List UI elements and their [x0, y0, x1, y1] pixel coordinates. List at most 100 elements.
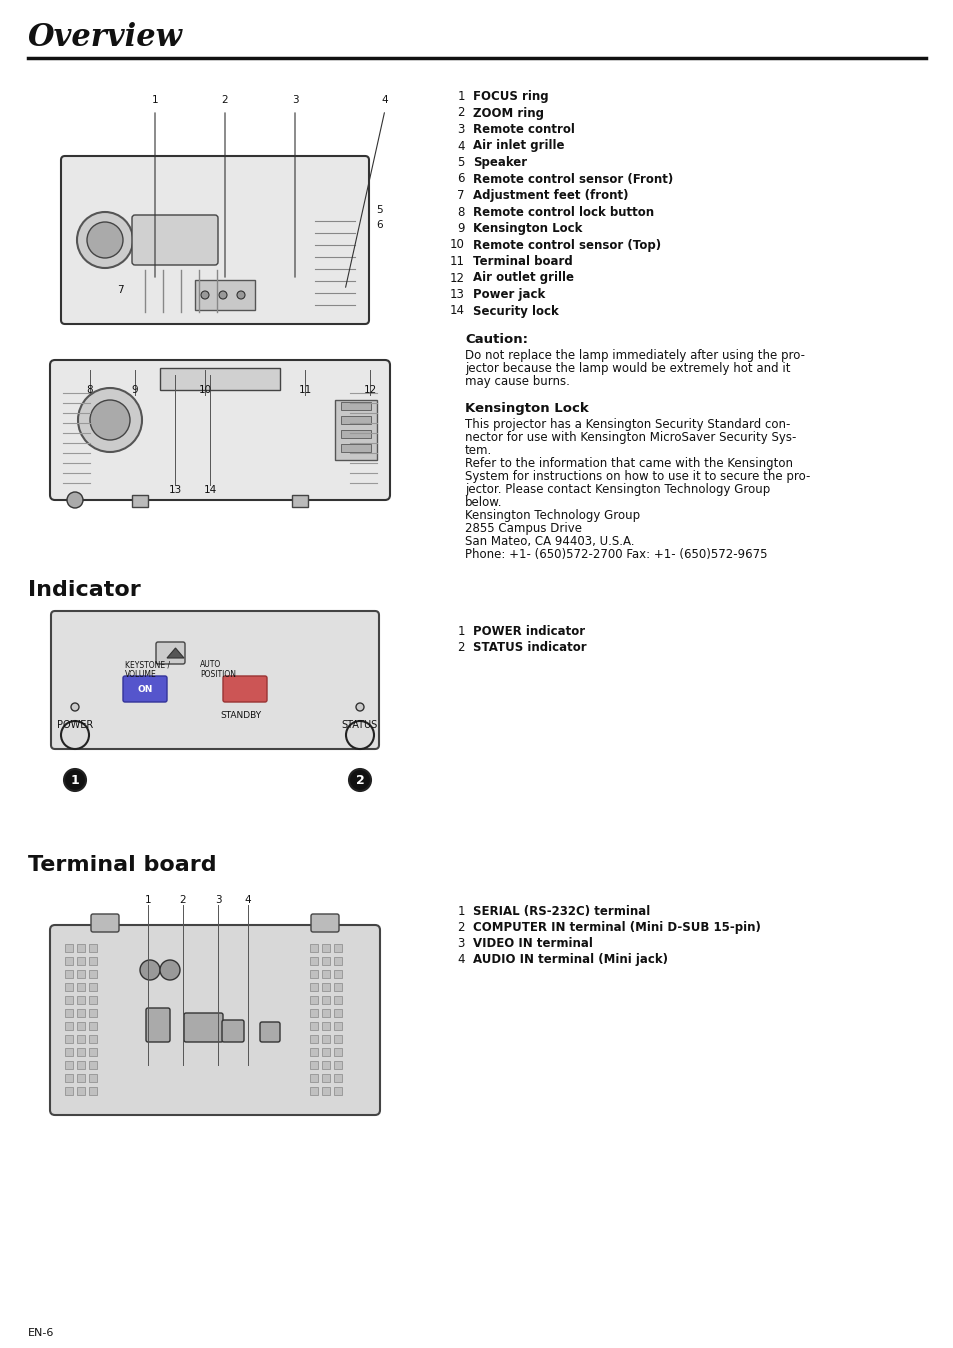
Bar: [77, 957, 85, 965]
Circle shape: [140, 960, 160, 980]
Bar: [310, 1074, 317, 1082]
Bar: [322, 996, 330, 1004]
Bar: [89, 944, 97, 952]
Text: jector. Please contact Kensington Technology Group: jector. Please contact Kensington Techno…: [464, 483, 769, 496]
Text: 2: 2: [179, 895, 186, 905]
Circle shape: [236, 291, 245, 299]
Bar: [340, 430, 371, 438]
Text: San Mateo, CA 94403, U.S.A.: San Mateo, CA 94403, U.S.A.: [464, 535, 634, 549]
Bar: [340, 443, 371, 452]
Circle shape: [61, 721, 89, 749]
Text: 11: 11: [298, 386, 312, 395]
Bar: [310, 1061, 317, 1069]
Text: 4: 4: [457, 953, 464, 967]
Circle shape: [67, 492, 83, 508]
Bar: [194, 280, 254, 310]
Bar: [334, 996, 341, 1004]
Text: Remote control: Remote control: [473, 123, 575, 136]
FancyBboxPatch shape: [184, 1012, 223, 1042]
Circle shape: [78, 388, 142, 452]
Bar: [77, 1010, 85, 1016]
Bar: [322, 983, 330, 991]
Bar: [65, 1010, 73, 1016]
Bar: [77, 1022, 85, 1030]
Bar: [77, 1047, 85, 1055]
Text: 10: 10: [450, 239, 464, 252]
Text: Terminal board: Terminal board: [28, 855, 216, 875]
Text: 8: 8: [87, 386, 93, 395]
Text: 2: 2: [457, 106, 464, 120]
Bar: [65, 1047, 73, 1055]
Text: VIDEO IN terminal: VIDEO IN terminal: [473, 937, 592, 950]
FancyBboxPatch shape: [146, 1008, 170, 1042]
Text: 9: 9: [132, 386, 138, 395]
Text: AUTO
POSITION: AUTO POSITION: [200, 661, 235, 679]
Text: STATUS: STATUS: [341, 720, 377, 731]
Bar: [310, 971, 317, 979]
Bar: [322, 971, 330, 979]
Bar: [322, 1035, 330, 1043]
Bar: [89, 1086, 97, 1095]
Text: 2: 2: [457, 921, 464, 934]
Text: 11: 11: [450, 255, 464, 268]
Text: 2: 2: [221, 94, 228, 105]
FancyBboxPatch shape: [91, 914, 119, 931]
FancyBboxPatch shape: [311, 914, 338, 931]
Text: COMPUTER IN terminal (Mini D-SUB 15-pin): COMPUTER IN terminal (Mini D-SUB 15-pin): [473, 921, 760, 934]
Circle shape: [64, 768, 86, 791]
Bar: [340, 417, 371, 425]
Text: 2: 2: [355, 774, 364, 786]
Text: 3: 3: [292, 94, 298, 105]
FancyBboxPatch shape: [51, 611, 378, 749]
Text: Power jack: Power jack: [473, 288, 545, 301]
Text: 2855 Campus Drive: 2855 Campus Drive: [464, 522, 581, 535]
Bar: [77, 971, 85, 979]
Text: 14: 14: [203, 485, 216, 495]
Circle shape: [71, 704, 79, 710]
Bar: [322, 1010, 330, 1016]
Text: 1: 1: [145, 895, 152, 905]
Text: 1: 1: [71, 774, 79, 786]
Text: KEYSTONE /
VOLUME: KEYSTONE / VOLUME: [125, 661, 170, 679]
Bar: [340, 402, 371, 410]
Bar: [310, 996, 317, 1004]
Bar: [322, 957, 330, 965]
Bar: [65, 971, 73, 979]
Text: 9: 9: [457, 222, 464, 235]
Text: POWER indicator: POWER indicator: [473, 625, 584, 638]
Text: ZOOM ring: ZOOM ring: [473, 106, 543, 120]
Bar: [322, 1086, 330, 1095]
Bar: [65, 1022, 73, 1030]
FancyBboxPatch shape: [156, 642, 185, 665]
Bar: [310, 944, 317, 952]
Bar: [310, 1022, 317, 1030]
Bar: [334, 1061, 341, 1069]
Bar: [334, 983, 341, 991]
Text: 1: 1: [152, 94, 158, 105]
Text: may cause burns.: may cause burns.: [464, 375, 569, 388]
Bar: [334, 957, 341, 965]
Bar: [65, 996, 73, 1004]
Text: tem.: tem.: [464, 443, 492, 457]
Text: SERIAL (RS-232C) terminal: SERIAL (RS-232C) terminal: [473, 905, 650, 918]
Bar: [334, 1035, 341, 1043]
Text: Kensington Lock: Kensington Lock: [464, 402, 588, 415]
Text: 4: 4: [457, 139, 464, 152]
Text: Phone: +1- (650)572-2700 Fax: +1- (650)572-9675: Phone: +1- (650)572-2700 Fax: +1- (650)5…: [464, 549, 767, 561]
Text: This projector has a Kensington Security Standard con-: This projector has a Kensington Security…: [464, 418, 789, 431]
Bar: [65, 1086, 73, 1095]
Text: EN-6: EN-6: [28, 1328, 54, 1339]
Text: Air outlet grille: Air outlet grille: [473, 271, 574, 284]
Text: Refer to the information that came with the Kensington: Refer to the information that came with …: [464, 457, 792, 470]
Bar: [310, 1010, 317, 1016]
Circle shape: [87, 222, 123, 257]
Bar: [89, 1074, 97, 1082]
Bar: [65, 1035, 73, 1043]
Bar: [132, 495, 148, 507]
FancyBboxPatch shape: [132, 214, 218, 266]
Text: 2: 2: [457, 642, 464, 654]
FancyBboxPatch shape: [223, 675, 267, 702]
Text: 3: 3: [214, 895, 221, 905]
Bar: [89, 1061, 97, 1069]
Bar: [322, 1047, 330, 1055]
